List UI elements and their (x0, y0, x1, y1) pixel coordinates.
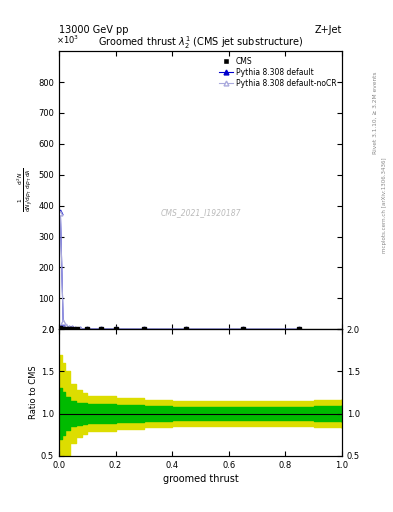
Y-axis label: Ratio to CMS: Ratio to CMS (29, 366, 38, 419)
Text: Rivet 3.1.10, ≥ 3.2M events: Rivet 3.1.10, ≥ 3.2M events (373, 71, 378, 154)
Text: CMS_2021_I1920187: CMS_2021_I1920187 (160, 208, 241, 217)
Title: Groomed thrust $\lambda_{2}^{1}$ (CMS jet substructure): Groomed thrust $\lambda_{2}^{1}$ (CMS je… (98, 34, 303, 51)
Y-axis label: $\frac{1}{\mathrm{d}N_\mathrm{J}/\mathrm{d}p_\mathrm{T}}\,\frac{\mathrm{d}^2N}{\: $\frac{1}{\mathrm{d}N_\mathrm{J}/\mathrm… (16, 168, 35, 212)
Text: 13000 GeV pp: 13000 GeV pp (59, 25, 129, 34)
Legend: CMS, Pythia 8.308 default, Pythia 8.308 default-noCR: CMS, Pythia 8.308 default, Pythia 8.308 … (218, 55, 338, 90)
Text: mcplots.cern.ch [arXiv:1306.3436]: mcplots.cern.ch [arXiv:1306.3436] (382, 157, 387, 252)
Text: Z+Jet: Z+Jet (314, 25, 342, 34)
X-axis label: groomed thrust: groomed thrust (163, 474, 238, 484)
Text: $\times 10^3$: $\times 10^3$ (56, 33, 79, 46)
